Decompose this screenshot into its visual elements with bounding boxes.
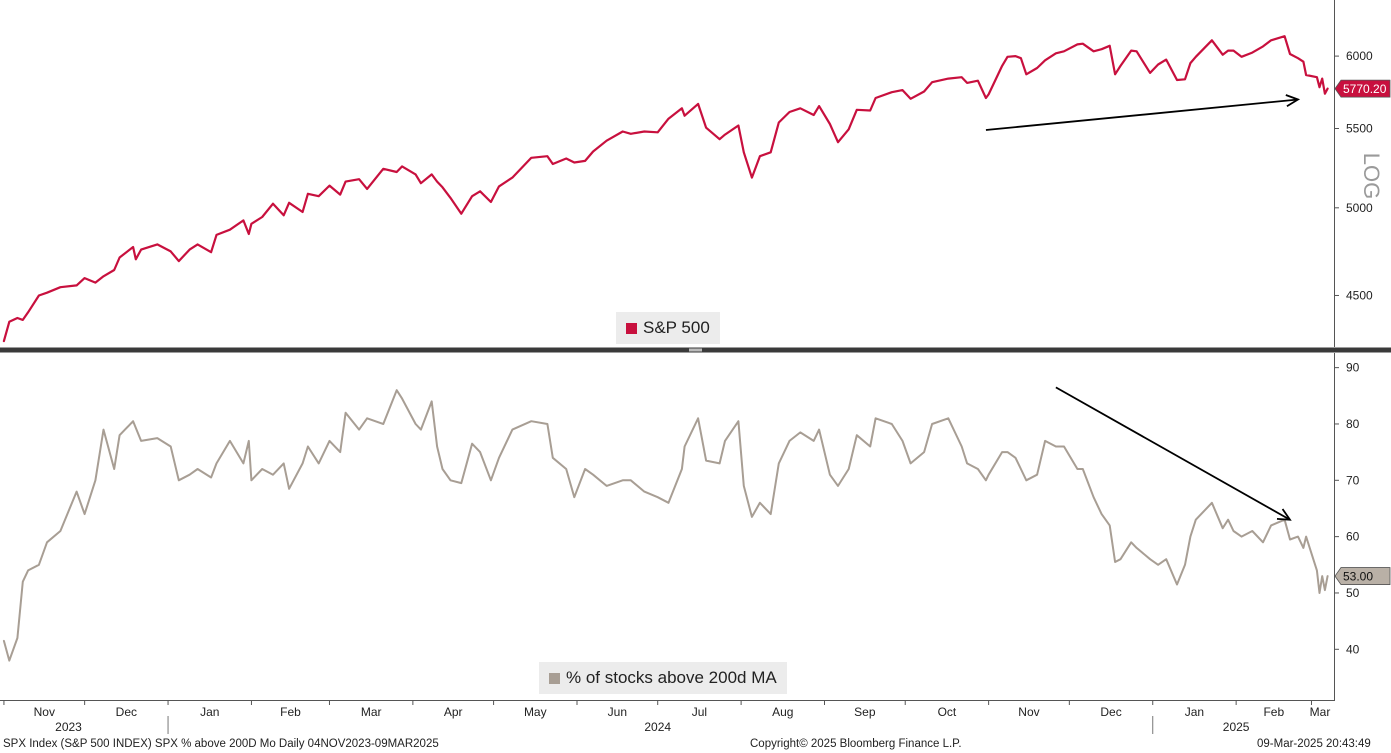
x-month-label: Mar [361, 705, 382, 719]
top-y-tick-label: 5000 [1346, 201, 1373, 215]
panel-divider-handle[interactable] [689, 348, 702, 352]
x-month-label: Sep [854, 705, 876, 719]
x-month-label: Nov [1018, 705, 1039, 719]
bottom-panel-layer [2, 389, 1329, 662]
x-year-label: 2023 [55, 720, 82, 734]
x-month-label: May [524, 705, 547, 719]
x-month-label: Jun [608, 705, 627, 719]
top-trend-arrow-head [1285, 94, 1301, 108]
x-month-label: Mar [1310, 705, 1331, 719]
sp500-last-value-tag-text: 5770.20 [1343, 82, 1387, 96]
breadth-last-value-tag-box [1334, 567, 1391, 585]
legend-label-sp500: S&P 500 [643, 318, 710, 337]
x-month-label: Dec [116, 705, 137, 719]
x-month-label: Jan [1185, 705, 1204, 719]
x-month-label: Dec [1100, 705, 1121, 719]
top-y-tick-label: 4500 [1346, 288, 1373, 302]
x-month-label: Feb [1263, 705, 1284, 719]
top-y-axis-scale-label: LOG [1359, 153, 1384, 199]
footer-center: Copyright© 2025 Bloomberg Finance L.P. [750, 738, 962, 750]
x-month-label: Aug [772, 705, 793, 719]
bottom-y-tick-label: 50 [1346, 586, 1360, 600]
sp500-series-line [2, 35, 1329, 343]
bottom-y-tick-label: 70 [1346, 473, 1360, 487]
x-month-label: Apr [444, 705, 463, 719]
legend-label-breadth: % of stocks above 200d MA [566, 668, 777, 687]
bottom-y-tick-label: 80 [1346, 417, 1360, 431]
legend-sp500: S&P 500 [616, 312, 720, 344]
top-y-tick-label: 6000 [1346, 49, 1373, 63]
bottom-trend-arrow-shaft [1055, 386, 1291, 521]
bottom-trend-arrow-head [1276, 508, 1292, 521]
x-year-label: 2025 [1223, 720, 1250, 734]
top-panel-layer [2, 35, 1329, 343]
legend-breadth: % of stocks above 200d MA [539, 662, 787, 694]
breadth-series-line [2, 389, 1329, 662]
sp500-last-value-tag-box [1334, 79, 1391, 98]
legend-swatch-breadth [549, 672, 560, 684]
breadth-last-value-tag-text: 53.00 [1343, 570, 1373, 584]
footer: SPX Index (S&P 500 INDEX) SPX % above 20… [0, 736, 1391, 753]
legend-swatch-sp500 [626, 322, 637, 334]
x-month-label: Jul [692, 705, 707, 719]
axes-layer: 4500 5000 5500 6000 LOG 40 50 60 70 80 90 Nov Dec Jan… [0, 0, 1391, 734]
bottom-y-tick-label: 60 [1346, 530, 1360, 544]
top-y-tick-label: 5500 [1346, 122, 1373, 136]
x-year-label: 2024 [644, 720, 671, 734]
bottom-y-tick-label: 40 [1346, 642, 1360, 656]
x-month-label: Feb [280, 705, 301, 719]
x-month-label: Oct [938, 705, 957, 719]
footer-left: SPX Index (S&P 500 INDEX) SPX % above 20… [3, 738, 439, 750]
x-month-label: Nov [34, 705, 55, 719]
top-trend-arrow-shaft [985, 98, 1299, 131]
annotation-layer [985, 94, 1301, 521]
footer-right: 09-Mar-2025 20:43:49 [1257, 738, 1371, 750]
x-month-label: Jan [200, 705, 219, 719]
bottom-y-tick-label: 90 [1346, 361, 1360, 375]
